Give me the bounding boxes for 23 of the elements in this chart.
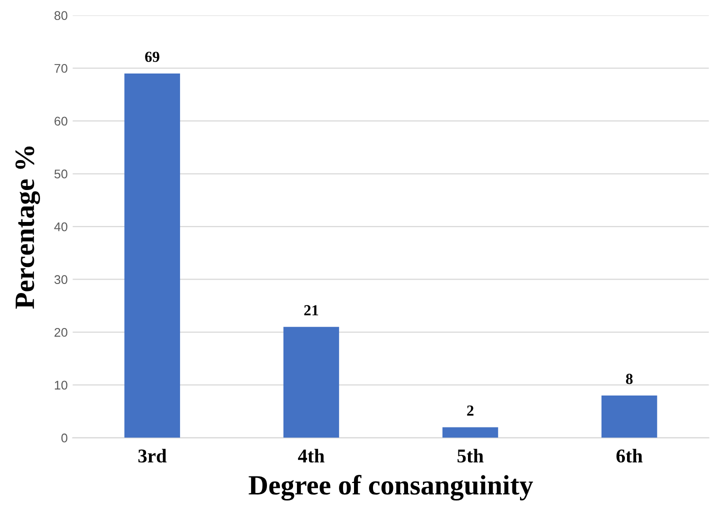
bar bbox=[124, 73, 180, 438]
x-tick-label: 6th bbox=[616, 448, 643, 463]
y-tick-label: 60 bbox=[54, 116, 68, 126]
data-label: 8 bbox=[626, 374, 633, 384]
bar bbox=[601, 396, 658, 438]
y-tick-label: 40 bbox=[54, 222, 68, 232]
data-label: 69 bbox=[145, 52, 160, 62]
bar bbox=[442, 427, 498, 438]
y-tick-label: 50 bbox=[54, 170, 68, 178]
y-tick-label: 0 bbox=[61, 434, 68, 442]
y-tick-label: 10 bbox=[54, 380, 68, 390]
x-axis-title: Degree of consanguinity bbox=[248, 474, 533, 501]
x-tick-label: 4th bbox=[298, 448, 324, 463]
bar bbox=[283, 326, 340, 438]
x-tick-label: 3rd bbox=[138, 448, 167, 463]
y-axis-title: Percentage % bbox=[15, 146, 40, 309]
y-tick-label: 20 bbox=[54, 328, 68, 337]
data-label: 21 bbox=[304, 305, 318, 316]
x-tick-label: 5th bbox=[458, 448, 484, 463]
data-label: 2 bbox=[467, 405, 474, 416]
y-tick-label: 80 bbox=[54, 11, 68, 20]
y-tick-label: 70 bbox=[54, 64, 68, 73]
y-tick-label: 30 bbox=[54, 275, 68, 284]
